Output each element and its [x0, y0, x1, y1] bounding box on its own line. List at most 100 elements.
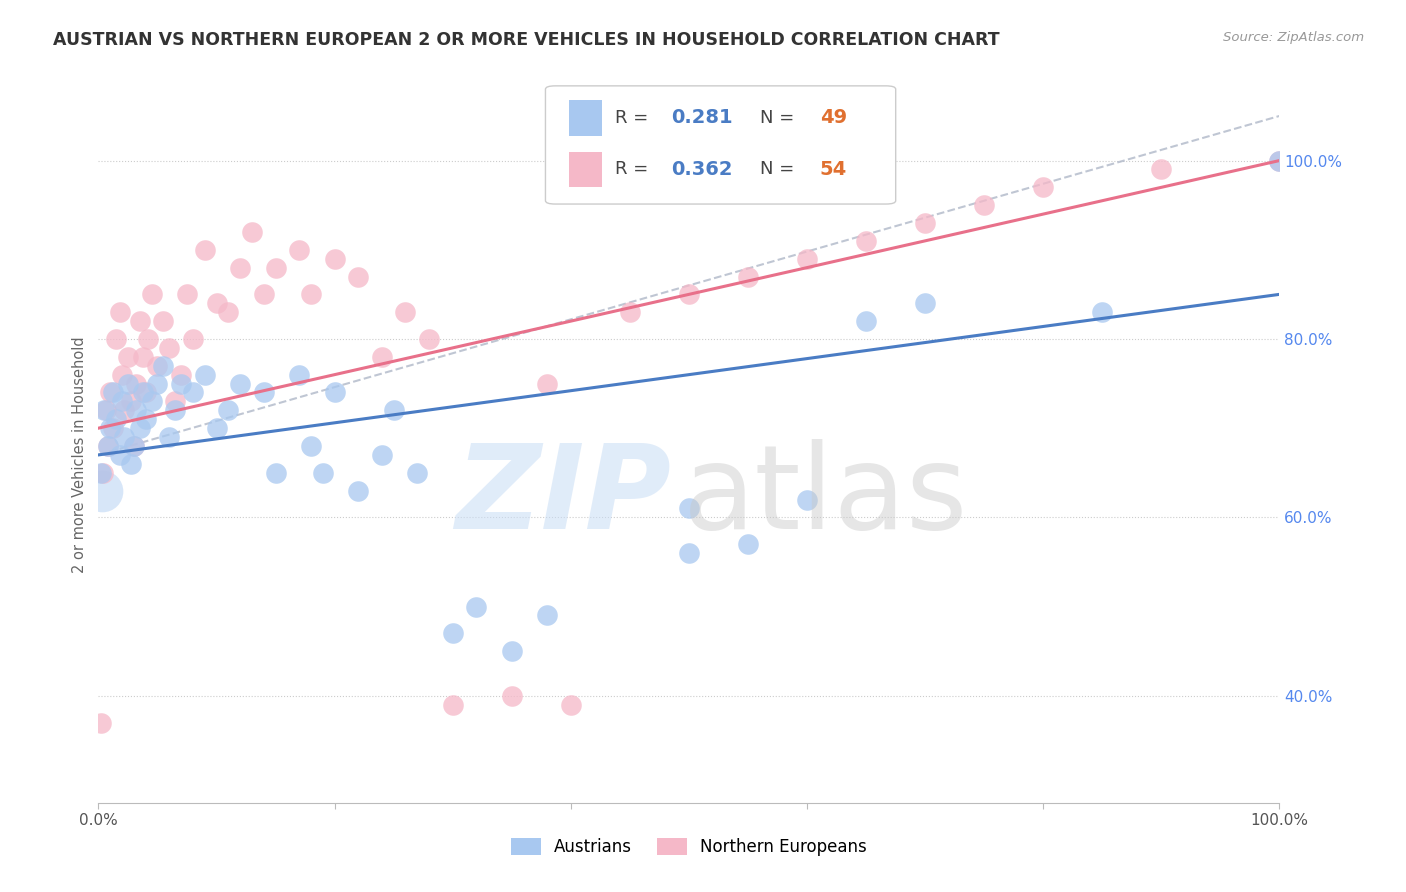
Point — [536, 376, 558, 391]
Point — [146, 359, 169, 373]
Point — [560, 698, 582, 712]
Text: N =: N = — [761, 161, 800, 178]
Point — [108, 448, 131, 462]
Y-axis label: 2 or more Vehicles in Household: 2 or more Vehicles in Household — [72, 336, 87, 574]
Point — [181, 385, 204, 400]
Point — [94, 403, 117, 417]
Point — [108, 305, 131, 319]
Point — [678, 287, 700, 301]
Point — [347, 269, 370, 284]
Point — [128, 421, 150, 435]
Point — [914, 296, 936, 310]
Point — [125, 376, 148, 391]
Point — [382, 403, 405, 417]
Point — [111, 394, 134, 409]
Point — [122, 439, 145, 453]
Text: atlas: atlas — [683, 439, 969, 554]
Point — [125, 403, 148, 417]
Point — [97, 439, 120, 453]
Point — [619, 305, 641, 319]
Text: Source: ZipAtlas.com: Source: ZipAtlas.com — [1223, 31, 1364, 45]
Point — [135, 412, 157, 426]
Point — [737, 269, 759, 284]
Point — [441, 698, 464, 712]
Text: R =: R = — [614, 161, 654, 178]
Point — [394, 305, 416, 319]
Point — [165, 403, 187, 417]
Point — [141, 287, 163, 301]
Point — [194, 368, 217, 382]
Point — [253, 385, 276, 400]
Point — [205, 421, 228, 435]
Point — [229, 376, 252, 391]
Point — [323, 385, 346, 400]
Point — [165, 394, 187, 409]
Text: 49: 49 — [820, 108, 846, 128]
Point — [205, 296, 228, 310]
Point — [98, 421, 121, 435]
Point — [501, 689, 523, 703]
Point — [181, 332, 204, 346]
Point — [121, 394, 143, 409]
Point — [229, 260, 252, 275]
Text: 0.362: 0.362 — [671, 160, 733, 179]
Point — [288, 243, 311, 257]
Text: ZIP: ZIP — [456, 439, 671, 554]
Text: 54: 54 — [820, 160, 846, 179]
Point — [112, 430, 135, 444]
Point — [678, 546, 700, 560]
Point — [1150, 162, 1173, 177]
Point — [465, 599, 488, 614]
Point — [146, 376, 169, 391]
Text: R =: R = — [614, 109, 654, 127]
Point — [135, 385, 157, 400]
Point — [128, 314, 150, 328]
Point — [152, 359, 174, 373]
Point — [264, 466, 287, 480]
Point — [406, 466, 429, 480]
Point — [194, 243, 217, 257]
Point — [117, 376, 139, 391]
Point — [122, 439, 145, 453]
Point — [855, 314, 877, 328]
Point — [91, 483, 114, 498]
Point — [101, 421, 124, 435]
Point — [253, 287, 276, 301]
Point — [136, 332, 159, 346]
Bar — [568, 101, 602, 136]
Point — [217, 305, 239, 319]
Point — [112, 403, 135, 417]
Point — [501, 644, 523, 658]
Text: N =: N = — [761, 109, 800, 127]
Point — [299, 287, 322, 301]
Point — [157, 430, 180, 444]
Point — [288, 368, 311, 382]
Point — [240, 225, 263, 239]
Point — [90, 715, 112, 730]
Point — [170, 368, 193, 382]
Point — [264, 260, 287, 275]
FancyBboxPatch shape — [546, 86, 896, 204]
Point — [90, 466, 112, 480]
Point — [678, 501, 700, 516]
Point — [371, 448, 394, 462]
Bar — [568, 152, 602, 187]
Point — [1268, 153, 1291, 168]
Point — [91, 466, 114, 480]
Point — [441, 626, 464, 640]
Point — [796, 492, 818, 507]
Point — [737, 537, 759, 551]
Point — [973, 198, 995, 212]
Point — [111, 368, 134, 382]
Point — [105, 412, 128, 426]
Point — [157, 341, 180, 355]
Point — [371, 350, 394, 364]
Point — [1091, 305, 1114, 319]
Point — [312, 466, 335, 480]
Point — [132, 385, 155, 400]
Point — [132, 350, 155, 364]
Point — [170, 376, 193, 391]
Legend: Austrians, Northern Europeans: Austrians, Northern Europeans — [502, 830, 876, 864]
Point — [97, 439, 120, 453]
Point — [914, 216, 936, 230]
